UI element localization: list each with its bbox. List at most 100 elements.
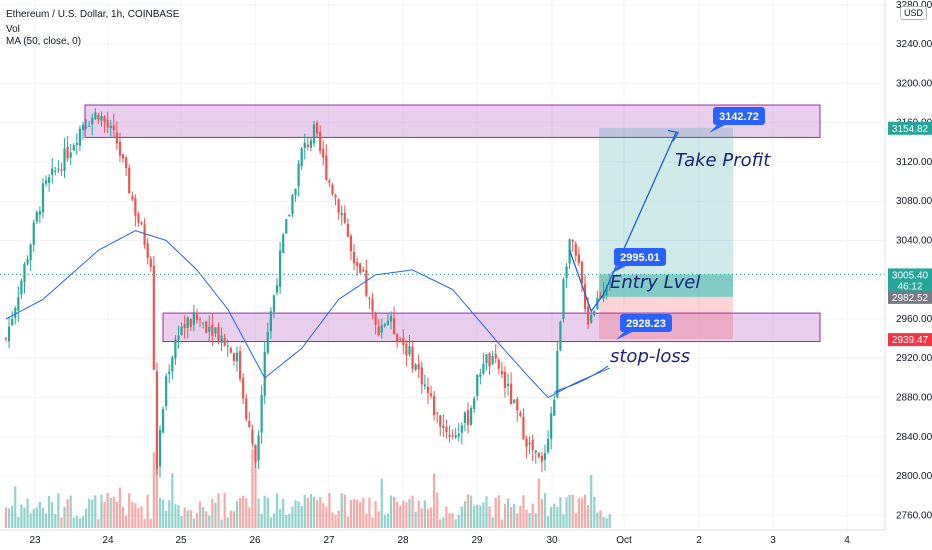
volume-bar	[445, 506, 448, 528]
volume-bar	[158, 497, 162, 528]
volume-bar	[340, 493, 343, 528]
candle-body	[466, 410, 470, 425]
x-tick-label: 27	[323, 535, 335, 546]
candle-body	[109, 125, 112, 129]
volume-bar	[568, 494, 571, 528]
candle-body	[476, 374, 479, 396]
candle-body	[602, 293, 605, 299]
volume-bar	[485, 496, 488, 528]
volume-bar	[84, 508, 88, 528]
candle-body	[11, 318, 14, 326]
volume-bar	[463, 501, 467, 528]
candle-body	[97, 114, 100, 121]
ma-indicator-label[interactable]: MA (50, close, 0)	[6, 36, 82, 47]
volume-bar	[383, 514, 386, 528]
candle-body	[328, 180, 331, 183]
x-tick-label: 4	[844, 535, 850, 546]
volume-bar	[17, 516, 20, 528]
volume-bar	[439, 519, 442, 528]
volume-bar	[223, 492, 226, 528]
candle-body	[340, 212, 343, 216]
volume-bar	[109, 497, 112, 528]
volume-bar	[88, 498, 91, 528]
volume-bar	[69, 495, 72, 528]
candle-body	[608, 280, 611, 285]
candle-body	[362, 269, 365, 272]
candle-body	[100, 116, 103, 121]
volume-bar	[442, 517, 445, 528]
callout-label: 2995.01	[620, 252, 660, 264]
candle-body	[371, 299, 374, 312]
y-tick-label: 3280.00	[896, 0, 932, 11]
candle-body	[235, 352, 239, 362]
candle-body	[519, 412, 522, 416]
candle-body	[134, 197, 137, 216]
candle-body	[482, 363, 485, 374]
volume-bar	[115, 501, 118, 528]
candle-body	[266, 331, 269, 353]
volume-bar	[562, 514, 565, 528]
price-tag	[888, 121, 932, 135]
candle-body	[106, 119, 109, 128]
candle-body	[408, 346, 411, 355]
price-tag-label: 2939.47	[892, 335, 929, 346]
candle-body	[208, 326, 211, 332]
volume-bar	[152, 452, 155, 528]
volume-indicator-label[interactable]: Vol	[6, 24, 20, 35]
entry-band	[599, 274, 733, 297]
candle-body	[417, 363, 420, 370]
candle-body	[479, 374, 482, 377]
currency-badge[interactable]: USD	[900, 6, 928, 20]
volume-bar	[260, 513, 263, 528]
candle-body	[161, 408, 165, 433]
candle-body	[445, 426, 448, 433]
candle-body	[51, 168, 54, 175]
candle-body	[534, 450, 537, 453]
volume-bar	[389, 495, 393, 528]
volume-bar	[235, 501, 239, 528]
candle-body	[269, 311, 272, 332]
candle-body	[112, 125, 115, 131]
candle-body	[217, 326, 220, 341]
volume-bar	[506, 498, 510, 528]
volume-bar	[205, 511, 208, 528]
volume-bar	[528, 512, 531, 528]
volume-bar	[309, 494, 313, 528]
volume-bar	[553, 503, 556, 528]
candle-body	[590, 314, 593, 323]
volume-bar	[519, 505, 522, 528]
volume-bar	[365, 514, 368, 528]
candle-body	[349, 235, 353, 252]
candle-body	[214, 327, 217, 334]
candle-body	[285, 219, 288, 234]
price-tag	[888, 268, 932, 293]
volume-bar	[380, 478, 383, 528]
candle-body	[429, 393, 433, 396]
candle-body	[306, 144, 309, 148]
volume-bar	[32, 508, 35, 528]
candle-body	[510, 383, 513, 405]
candle-body	[303, 142, 306, 149]
resistance-zone	[84, 104, 821, 138]
volume-bar	[571, 494, 574, 528]
volume-bar	[285, 514, 288, 528]
volume-bar	[399, 505, 402, 528]
candle-body	[442, 425, 445, 428]
volume-bar	[140, 506, 143, 528]
candle-body	[294, 188, 297, 196]
volume-bar	[217, 493, 220, 528]
candle-body	[41, 183, 45, 213]
volume-bar	[457, 515, 460, 528]
volume-bar	[322, 503, 325, 528]
volume-bar	[405, 502, 408, 528]
y-tick-label: 3200.00	[896, 78, 932, 89]
volume-bar	[291, 506, 294, 528]
annotation-text: stop-loss	[610, 346, 690, 367]
volume-bar	[48, 495, 51, 528]
volume-bar	[546, 515, 550, 528]
x-tick-label: 24	[102, 535, 114, 546]
volume-bar	[534, 513, 537, 528]
candle-body	[192, 312, 195, 325]
candle-body	[44, 180, 48, 184]
